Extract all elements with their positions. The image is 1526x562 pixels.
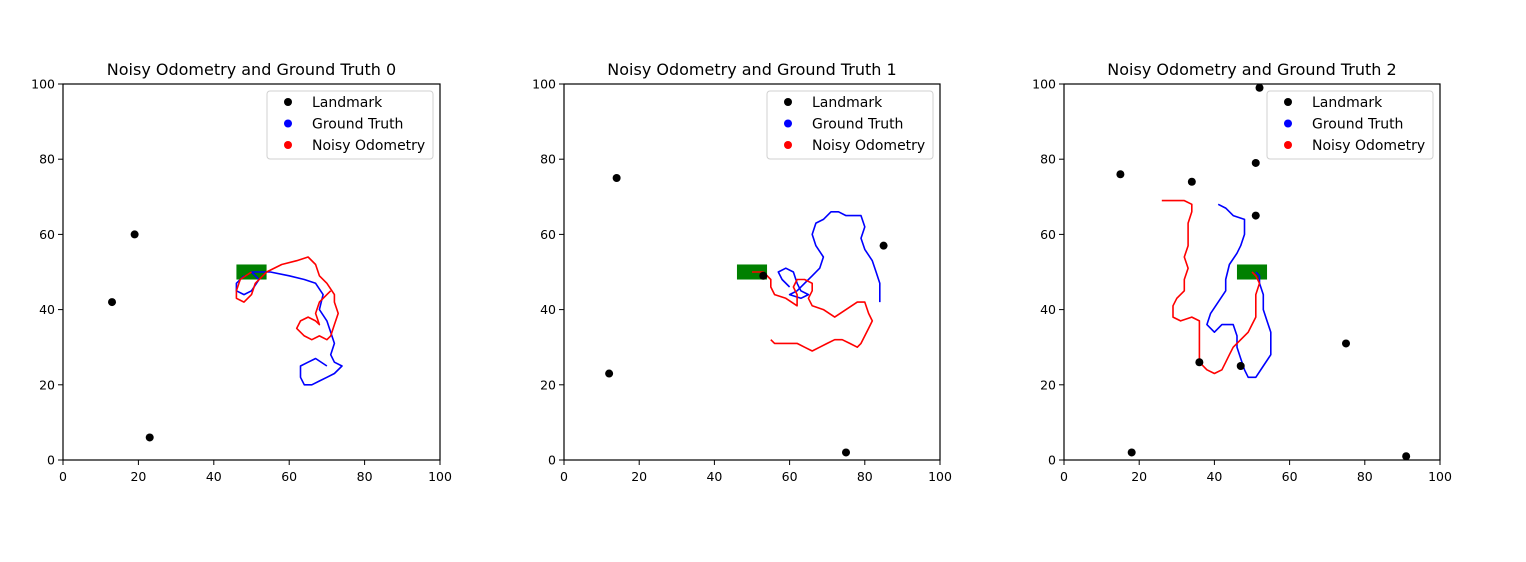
axes-frame — [62, 83, 441, 461]
y-tick-label-5: 100 — [532, 77, 556, 92]
y-tick-label-5: 100 — [31, 77, 55, 92]
x-tick-label-2: 40 — [1206, 469, 1222, 484]
x-tick-label-2: 40 — [706, 469, 722, 484]
legend-marker-0 — [1284, 98, 1292, 106]
x-tick-label-3: 60 — [281, 469, 297, 484]
x-tick-label-5: 100 — [1428, 469, 1452, 484]
legend: Landmark Ground Truth Noisy Odometry — [1266, 90, 1434, 160]
legend-label-1: Ground Truth — [312, 117, 403, 133]
y-tick-label-3: 60 — [1040, 227, 1056, 242]
landmark-point-5 — [1342, 339, 1350, 348]
x-tick-label-4: 80 — [857, 469, 873, 484]
legend-marker-2 — [284, 141, 292, 149]
legend-box — [1266, 90, 1434, 160]
legend-marker-0 — [784, 98, 792, 106]
ground-truth-line — [1206, 203, 1272, 379]
x-tick-label-3: 60 — [782, 469, 798, 484]
landmark-point-0 — [1255, 84, 1264, 92]
x-tick-label-1: 20 — [130, 469, 146, 484]
x-tick-label-0: 0 — [1060, 469, 1068, 484]
landmark-point-3 — [879, 241, 888, 250]
x-tick-label-5: 100 — [428, 469, 452, 484]
legend-label-0: Landmark — [312, 95, 383, 111]
y-tick-label-4: 80 — [1040, 152, 1056, 167]
y-tick-label-2: 40 — [540, 302, 556, 317]
landmark-point-1 — [1116, 170, 1125, 179]
legend-marker-1 — [784, 119, 792, 128]
landmark-point-3 — [1251, 158, 1260, 167]
x-tick-label-1: 20 — [631, 469, 647, 484]
y-tick-label-1: 20 — [39, 377, 55, 392]
axes-frame — [563, 83, 941, 461]
y-tick-label-4: 80 — [540, 152, 556, 167]
landmark-point-0 — [612, 174, 621, 182]
y-tick-label-2: 40 — [39, 302, 55, 317]
y-tick-label-1: 20 — [540, 377, 556, 392]
y-tick-label-5: 100 — [1032, 77, 1056, 92]
y-tick-label-0: 0 — [548, 453, 556, 468]
chart-panel-1: 0 20 40 60 80 100 0 20 40 60 80 100 Noisy Odometry a… — [532, 60, 952, 484]
landmark-point-4 — [842, 448, 850, 457]
landmark-point-1 — [108, 298, 117, 307]
y-tick-label-3: 60 — [39, 227, 55, 242]
y-tick-label-0: 0 — [1048, 453, 1056, 468]
legend-label-2: Noisy Odometry — [312, 138, 425, 154]
legend-marker-1 — [1284, 119, 1292, 128]
plot-area — [605, 174, 888, 457]
legend-marker-2 — [1284, 141, 1292, 149]
landmark-point-8 — [1127, 448, 1136, 457]
landmark-point-0 — [130, 230, 139, 239]
legend-marker-1 — [284, 119, 292, 128]
y-tick-label-1: 20 — [1040, 377, 1056, 392]
chart-panel-0: 0 20 40 60 80 100 0 20 40 60 80 100 Noisy Odometry a… — [31, 60, 452, 484]
landmark-point-6 — [1195, 358, 1204, 367]
legend-label-2: Noisy Odometry — [1312, 138, 1425, 154]
landmark-point-9 — [1402, 452, 1411, 460]
landmark-point-1 — [605, 369, 614, 378]
axes-frame — [1063, 83, 1441, 461]
x-tick-label-3: 60 — [1282, 469, 1298, 484]
y-tick-label-0: 0 — [47, 453, 55, 468]
legend-box — [266, 90, 434, 160]
y-tick-label-3: 60 — [540, 227, 556, 242]
chart-panel-2: 0 20 40 60 80 100 0 20 40 60 80 100 Noisy Odometry a… — [1032, 60, 1452, 484]
landmark-point-4 — [1251, 211, 1260, 220]
noisy-odometry-line — [1161, 199, 1261, 375]
noisy-odometry-line — [752, 271, 874, 352]
legend: Landmark Ground Truth Noisy Odometry — [266, 90, 434, 160]
legend-label-0: Landmark — [1312, 95, 1383, 111]
legend-label-1: Ground Truth — [812, 117, 903, 133]
landmark-point-2 — [1187, 177, 1196, 186]
chart-title: Noisy Odometry and Ground Truth 2 — [1107, 60, 1396, 79]
legend-box — [766, 90, 934, 160]
ground-truth-line — [777, 211, 881, 303]
x-tick-label-4: 80 — [357, 469, 373, 484]
legend-marker-2 — [784, 141, 792, 149]
landmark-point-2 — [759, 271, 768, 280]
chart-title: Noisy Odometry and Ground Truth 1 — [607, 60, 896, 79]
landmark-point-7 — [1236, 362, 1245, 370]
noisy-odometry-line — [235, 256, 340, 341]
y-tick-label-2: 40 — [1040, 302, 1056, 317]
chart-title: Noisy Odometry and Ground Truth 0 — [107, 60, 396, 79]
plot-area — [108, 230, 343, 442]
landmark-point-2 — [145, 433, 154, 442]
ground-truth-line — [235, 271, 343, 386]
legend: Landmark Ground Truth Noisy Odometry — [766, 90, 934, 160]
x-tick-label-2: 40 — [206, 469, 222, 484]
x-tick-label-0: 0 — [59, 469, 67, 484]
legend-label-0: Landmark — [812, 95, 883, 111]
x-tick-label-0: 0 — [560, 469, 568, 484]
y-tick-label-4: 80 — [39, 152, 55, 167]
x-tick-label-1: 20 — [1131, 469, 1147, 484]
legend-label-2: Noisy Odometry — [812, 138, 925, 154]
x-tick-label-4: 80 — [1357, 469, 1373, 484]
legend-marker-0 — [284, 98, 292, 106]
plot-area — [1116, 84, 1411, 460]
x-tick-label-5: 100 — [928, 469, 952, 484]
legend-label-1: Ground Truth — [1312, 117, 1403, 133]
